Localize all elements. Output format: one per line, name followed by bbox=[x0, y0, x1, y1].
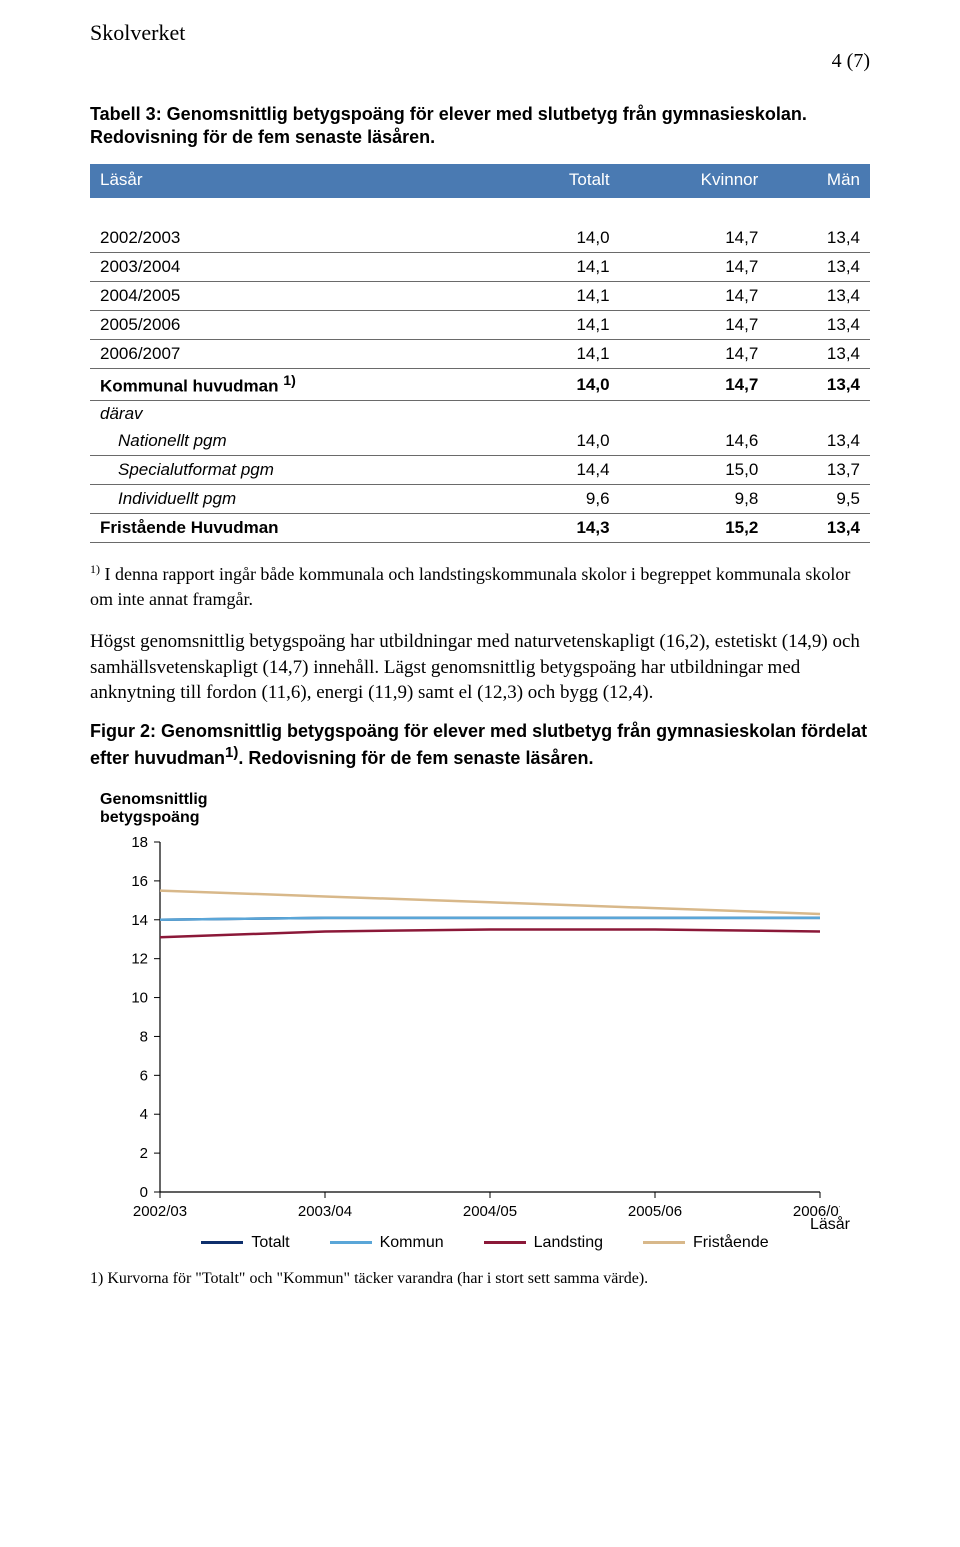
table-row: Specialutformat pgm14,415,013,7 bbox=[90, 456, 870, 485]
svg-text:14: 14 bbox=[131, 911, 148, 928]
svg-text:4: 4 bbox=[140, 1106, 148, 1123]
page: Skolverket 4 (7) Tabell 3: Genomsnittlig… bbox=[0, 0, 960, 1328]
svg-text:2005/06: 2005/06 bbox=[628, 1203, 682, 1220]
svg-text:2004/05: 2004/05 bbox=[463, 1203, 517, 1220]
data-table: Läsår Totalt Kvinnor Män 2002/200314,014… bbox=[90, 164, 870, 544]
table-footnote: 1) I denna rapport ingår både kommunala … bbox=[90, 561, 870, 611]
svg-text:6: 6 bbox=[140, 1067, 148, 1084]
table-row: Individuellt pgm9,69,89,5 bbox=[90, 485, 870, 514]
table-row: 2003/200414,114,713,4 bbox=[90, 252, 870, 281]
col-lasar: Läsår bbox=[90, 164, 503, 197]
table-row: 2004/200514,114,713,4 bbox=[90, 281, 870, 310]
legend-item: Kommun bbox=[330, 1234, 444, 1252]
col-totalt: Totalt bbox=[503, 164, 619, 197]
page-number: 4 (7) bbox=[90, 50, 870, 73]
svg-text:12: 12 bbox=[131, 950, 148, 967]
figure-caption: Figur 2: Genomsnittlig betygspoäng för e… bbox=[90, 720, 870, 771]
chart-container: Genomsnittligbetygspoäng 0 2 4 6 8 10 12 14 16 18… bbox=[90, 791, 870, 1252]
body-paragraph: Högst genomsnittlig betygspoäng har utbi… bbox=[90, 629, 870, 706]
chart-y-title: Genomsnittligbetygspoäng bbox=[100, 791, 870, 828]
legend-item: Fristående bbox=[643, 1234, 769, 1252]
org-name: Skolverket bbox=[90, 20, 870, 46]
svg-text:2002/03: 2002/03 bbox=[133, 1203, 187, 1220]
table-row: 2005/200614,114,713,4 bbox=[90, 310, 870, 339]
table-header-row: Läsår Totalt Kvinnor Män bbox=[90, 164, 870, 197]
line-chart: 0 2 4 6 8 10 12 14 16 18 2002/03 2003/04 2004/05 2005… bbox=[100, 832, 840, 1232]
svg-text:18: 18 bbox=[131, 834, 148, 851]
chart-legend: LäsårTotaltKommunLandstingFristående bbox=[100, 1216, 870, 1252]
col-kvinnor: Kvinnor bbox=[620, 164, 769, 197]
table-row: Kommunal huvudman 1)14,014,713,4 bbox=[90, 368, 870, 401]
table-row: Nationellt pgm14,014,613,4 bbox=[90, 427, 870, 456]
legend-item: Landsting bbox=[484, 1234, 603, 1252]
svg-text:10: 10 bbox=[131, 989, 148, 1006]
table-caption: Tabell 3: Genomsnittlig betygspoäng för … bbox=[90, 103, 870, 150]
svg-text:2: 2 bbox=[140, 1145, 148, 1162]
table-body: 2002/200314,014,713,42003/200414,114,713… bbox=[90, 197, 870, 543]
svg-text:8: 8 bbox=[140, 1028, 148, 1045]
figure-endnote: 1) Kurvorna för "Totalt" och "Kommun" tä… bbox=[90, 1270, 870, 1288]
legend-item: Totalt bbox=[201, 1234, 289, 1252]
svg-text:0: 0 bbox=[140, 1184, 148, 1201]
svg-text:16: 16 bbox=[131, 872, 148, 889]
col-man: Män bbox=[768, 164, 870, 197]
table-row: 2002/200314,014,713,4 bbox=[90, 224, 870, 253]
svg-text:2003/04: 2003/04 bbox=[298, 1203, 352, 1220]
table-row: därav bbox=[90, 401, 870, 428]
table-row: Fristående Huvudman14,315,213,4 bbox=[90, 514, 870, 543]
table-row: 2006/200714,114,713,4 bbox=[90, 339, 870, 368]
